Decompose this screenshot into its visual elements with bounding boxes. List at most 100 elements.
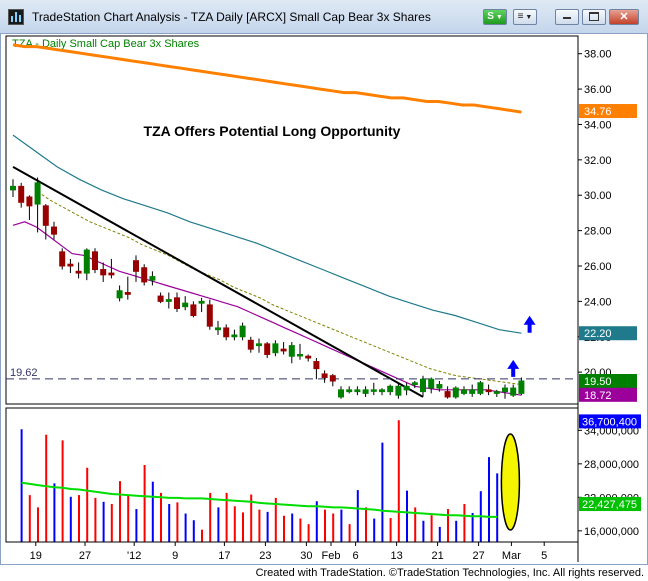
candle-body xyxy=(67,263,74,267)
footer-copyright: Created with TradeStation. ©TradeStation… xyxy=(255,567,644,579)
up-arrow-icon xyxy=(507,359,520,377)
candle-body xyxy=(461,389,467,394)
date-tick-label: 9 xyxy=(172,550,178,562)
candle-body xyxy=(124,292,131,295)
candle-body xyxy=(477,382,484,394)
candle-body xyxy=(133,260,139,272)
volume-tag-label: 36,700,400 xyxy=(582,416,637,428)
date-tick-label: 30 xyxy=(300,550,312,562)
candle-body xyxy=(518,380,525,394)
minimize-button[interactable] xyxy=(555,9,579,25)
copy-button[interactable]: ≡ ▼ xyxy=(513,9,537,25)
price-tick-label: 30.00 xyxy=(584,190,612,202)
candle-body xyxy=(247,339,254,350)
candle-body xyxy=(305,355,312,359)
moving-average-line xyxy=(12,43,522,114)
price-tag-label: 18.72 xyxy=(584,390,612,402)
price-tick-label: 26.00 xyxy=(584,261,612,273)
candle-body xyxy=(403,385,410,391)
volume-tick-label: 16,000,000 xyxy=(584,526,639,538)
maximize-button[interactable] xyxy=(582,9,606,25)
candle-body xyxy=(502,387,508,393)
volume-pane[interactable] xyxy=(5,407,579,543)
candle-body xyxy=(420,378,426,393)
candle-body xyxy=(174,297,180,309)
date-tick-label: 5 xyxy=(541,550,547,562)
candle-body xyxy=(280,348,287,352)
price-tag-label: 34.76 xyxy=(584,106,612,118)
date-tick-label: 27 xyxy=(472,550,484,562)
price-tag xyxy=(579,387,637,402)
axes: 38.00 36.00 34.00 32.00 30.00 28.00 26.00 24.00… xyxy=(6,36,641,562)
candle-body xyxy=(387,385,394,393)
candle-body xyxy=(223,327,230,338)
maximize-icon xyxy=(589,11,599,21)
price-pane[interactable]: TZA - Daily Small Cap Bear 3x Shares TZA … xyxy=(5,35,579,405)
date-tick-label: Feb xyxy=(322,550,341,562)
candle-body xyxy=(354,389,361,393)
candle-body xyxy=(198,300,205,304)
candle-body xyxy=(379,389,385,393)
candle-body xyxy=(288,345,295,357)
candle-body xyxy=(346,389,353,393)
candle-body xyxy=(165,299,172,302)
title-bar: TradeStation Chart Analysis - TZA Daily … xyxy=(0,0,648,34)
close-icon: ✕ xyxy=(619,11,629,23)
moving-average-line xyxy=(37,191,522,385)
close-button[interactable]: ✕ xyxy=(609,9,639,25)
downtrend-line xyxy=(12,166,424,398)
candle-body xyxy=(26,196,33,207)
candle-body xyxy=(264,343,271,355)
window-title: TradeStation Chart Analysis - TZA Daily … xyxy=(32,10,431,24)
candle-body xyxy=(141,267,148,283)
candle-body xyxy=(362,389,369,394)
volume-moving-average xyxy=(21,481,498,518)
chart-area[interactable]: TZA - Daily Small Cap Bear 3x Shares TZA … xyxy=(0,34,648,565)
price-tag xyxy=(579,374,637,388)
price-tick-label: 32.00 xyxy=(584,155,612,167)
symbol-link-button[interactable]: S ▼ xyxy=(483,9,507,25)
candle-body xyxy=(42,205,49,226)
candle-body xyxy=(493,391,500,394)
candle-body xyxy=(370,389,377,392)
candle-body xyxy=(436,384,443,389)
date-tick-label: 23 xyxy=(259,550,271,562)
candle-body xyxy=(329,375,336,382)
candle-body xyxy=(18,185,25,203)
candle-body xyxy=(83,249,90,274)
app-chart-icon xyxy=(8,9,24,25)
candle-body xyxy=(51,226,57,235)
candle-body xyxy=(206,304,213,327)
date-tick-label: Mar xyxy=(502,550,521,562)
price-tag xyxy=(579,104,637,119)
date-tick-label: 27 xyxy=(79,550,91,562)
date-tick-label: '12 xyxy=(127,550,141,562)
candle-body xyxy=(108,272,115,276)
chart-annotation: TZA Offers Potential Long Opportunity xyxy=(144,123,401,139)
highlight-ellipse xyxy=(500,433,521,531)
candle-body xyxy=(10,185,16,191)
up-arrow-icon xyxy=(523,315,536,333)
candle-body xyxy=(116,290,123,299)
price-tag-label: 19.50 xyxy=(584,376,612,388)
candle-body xyxy=(182,302,189,308)
date-tick-label: 17 xyxy=(218,550,230,562)
price-tag-label: 22.20 xyxy=(584,328,612,340)
volume-tag-label: 22,427,475 xyxy=(582,499,637,511)
candle-body xyxy=(157,295,164,302)
date-tick-label: 13 xyxy=(390,550,402,562)
candle-body xyxy=(59,251,66,267)
reference-line-label: 19.62 xyxy=(10,367,38,379)
volume-tick-label: 28,000,000 xyxy=(584,459,639,471)
price-tag xyxy=(579,326,637,341)
price-tick-label: 24.00 xyxy=(584,296,612,308)
candle-body xyxy=(272,343,279,354)
candle-body xyxy=(411,382,418,386)
chart-legend: TZA - Daily Small Cap Bear 3x Shares xyxy=(12,38,200,50)
date-tick-label: 21 xyxy=(431,550,443,562)
price-tick-label: 38.00 xyxy=(584,49,612,61)
price-tick-label: 36.00 xyxy=(584,84,612,96)
candle-body xyxy=(469,389,476,394)
volume-tag xyxy=(579,497,641,512)
candle-body xyxy=(215,327,221,331)
